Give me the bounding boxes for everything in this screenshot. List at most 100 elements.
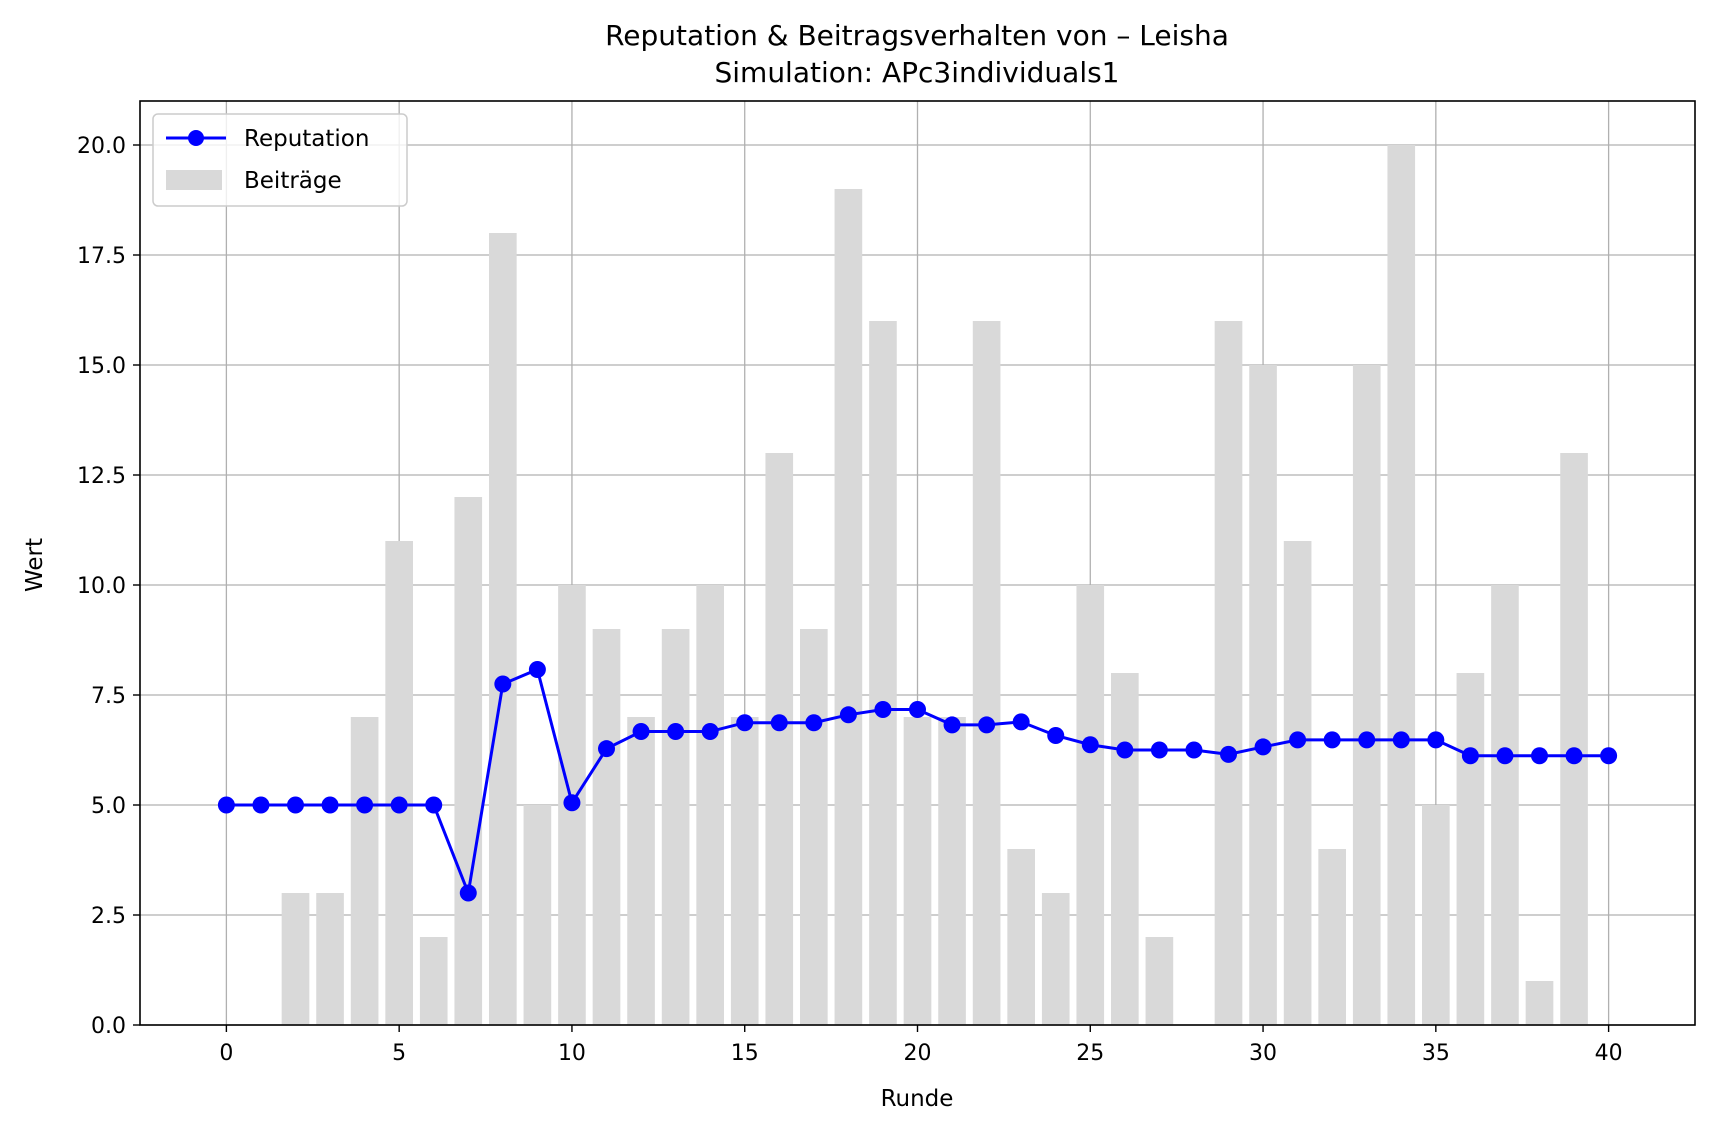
reputation-point <box>805 714 823 732</box>
reputation-point <box>1531 747 1548 765</box>
reputation-point <box>1116 741 1134 759</box>
reputation-point <box>1220 745 1237 763</box>
reputation-point <box>632 723 650 741</box>
reputation-point <box>1185 741 1203 759</box>
legend: Reputation Beiträge <box>152 113 408 207</box>
x-axis-label: Runde <box>881 1086 954 1112</box>
x-tick-label: 30 <box>1249 1041 1277 1066</box>
y-tick-label: 20.0 <box>77 134 126 159</box>
bar <box>903 717 932 1025</box>
reputation-point <box>874 701 892 719</box>
bar <box>627 717 655 1025</box>
reputation-point <box>1427 731 1445 749</box>
reputation-point <box>909 701 926 719</box>
reputation-point <box>701 723 719 741</box>
reputation-point <box>217 796 235 814</box>
y-tick-label: 7.5 <box>91 684 126 709</box>
reputation-point <box>528 660 546 678</box>
reputation-point <box>1565 747 1583 765</box>
reputation-point <box>667 723 685 741</box>
x-tick-label: 40 <box>1595 1041 1623 1066</box>
bar <box>1214 321 1243 1025</box>
bar <box>350 717 379 1025</box>
reputation-point <box>425 796 443 814</box>
bar <box>592 629 621 1025</box>
reputation-point <box>598 740 615 758</box>
reputation-point <box>252 796 270 814</box>
bar <box>1456 673 1485 1025</box>
bar <box>281 893 310 1025</box>
reputation-point <box>287 796 304 814</box>
reputation-point <box>1392 731 1410 749</box>
reputation-point <box>494 675 512 693</box>
legend-label-reputation: Reputation <box>244 126 369 152</box>
reputation-point <box>1150 741 1168 759</box>
bar <box>730 717 759 1025</box>
reputation-point <box>736 714 754 732</box>
reputation-point <box>356 796 374 814</box>
reputation-point <box>1496 747 1514 765</box>
reputation-point <box>1012 713 1030 731</box>
bar <box>800 629 828 1025</box>
y-tick-label: 17.5 <box>77 244 126 269</box>
reputation-point <box>459 884 477 902</box>
bar <box>1041 893 1070 1025</box>
reputation-point <box>1323 731 1341 749</box>
line-series-reputation <box>217 660 1618 902</box>
reputation-point <box>1600 747 1618 765</box>
bar <box>972 321 1001 1025</box>
reputation-point <box>839 706 857 724</box>
bar <box>1352 365 1381 1025</box>
bar <box>1318 849 1346 1025</box>
bar <box>1387 145 1416 1025</box>
y-tick-label: 15.0 <box>77 354 126 379</box>
chart-title: Reputation & Beitragsverhalten von – Lei… <box>605 19 1229 52</box>
bar <box>454 497 483 1025</box>
reputation-point <box>1081 736 1099 754</box>
x-tick-label: 10 <box>558 1041 586 1066</box>
reputation-point <box>1047 726 1065 744</box>
bar <box>696 585 724 1025</box>
reputation-point <box>321 796 339 814</box>
bar <box>1560 453 1588 1025</box>
bar <box>1145 937 1174 1025</box>
bar <box>523 805 552 1025</box>
reputation-point <box>1358 731 1376 749</box>
legend-marker-swatch <box>188 130 204 146</box>
bar <box>1491 585 1519 1025</box>
legend-bar-swatch <box>166 170 222 190</box>
reputation-point <box>943 716 961 734</box>
bar <box>1283 541 1312 1025</box>
bar <box>385 541 413 1025</box>
y-axis-label: Wert <box>22 538 48 592</box>
bar <box>316 893 344 1025</box>
y-tick-label: 2.5 <box>91 904 126 929</box>
bar <box>869 321 897 1025</box>
x-tick-label: 15 <box>731 1041 759 1066</box>
bar-series-beitraege <box>281 145 1588 1025</box>
x-tick-label: 20 <box>904 1041 932 1066</box>
bar <box>661 629 690 1025</box>
bar <box>765 453 794 1025</box>
axes: 0 5 10 15 20 25 30 35 40 0.0 2.5 5.0 7.5 10.0 12.5 15.0… <box>77 100 1696 1066</box>
y-tick-label: 12.5 <box>77 464 126 489</box>
reputation-point <box>1289 731 1307 749</box>
chart-subtitle: Simulation: APc3individuals1 <box>714 56 1119 89</box>
bar <box>1525 981 1554 1025</box>
reputation-point <box>563 794 581 812</box>
reputation-point <box>1254 738 1272 756</box>
reputation-point <box>770 714 788 732</box>
x-tick-label: 25 <box>1076 1041 1104 1066</box>
bar <box>834 189 863 1025</box>
bar <box>1422 805 1450 1025</box>
reputation-point <box>390 796 408 814</box>
bar <box>1076 585 1105 1025</box>
y-tick-label: 0.0 <box>91 1014 126 1039</box>
bar <box>1007 849 1035 1025</box>
x-tick-label: 5 <box>392 1041 406 1066</box>
bar <box>489 233 517 1025</box>
reputation-point <box>1461 747 1479 765</box>
reputation-point <box>978 716 996 734</box>
legend-label-beitraege: Beiträge <box>244 168 342 194</box>
